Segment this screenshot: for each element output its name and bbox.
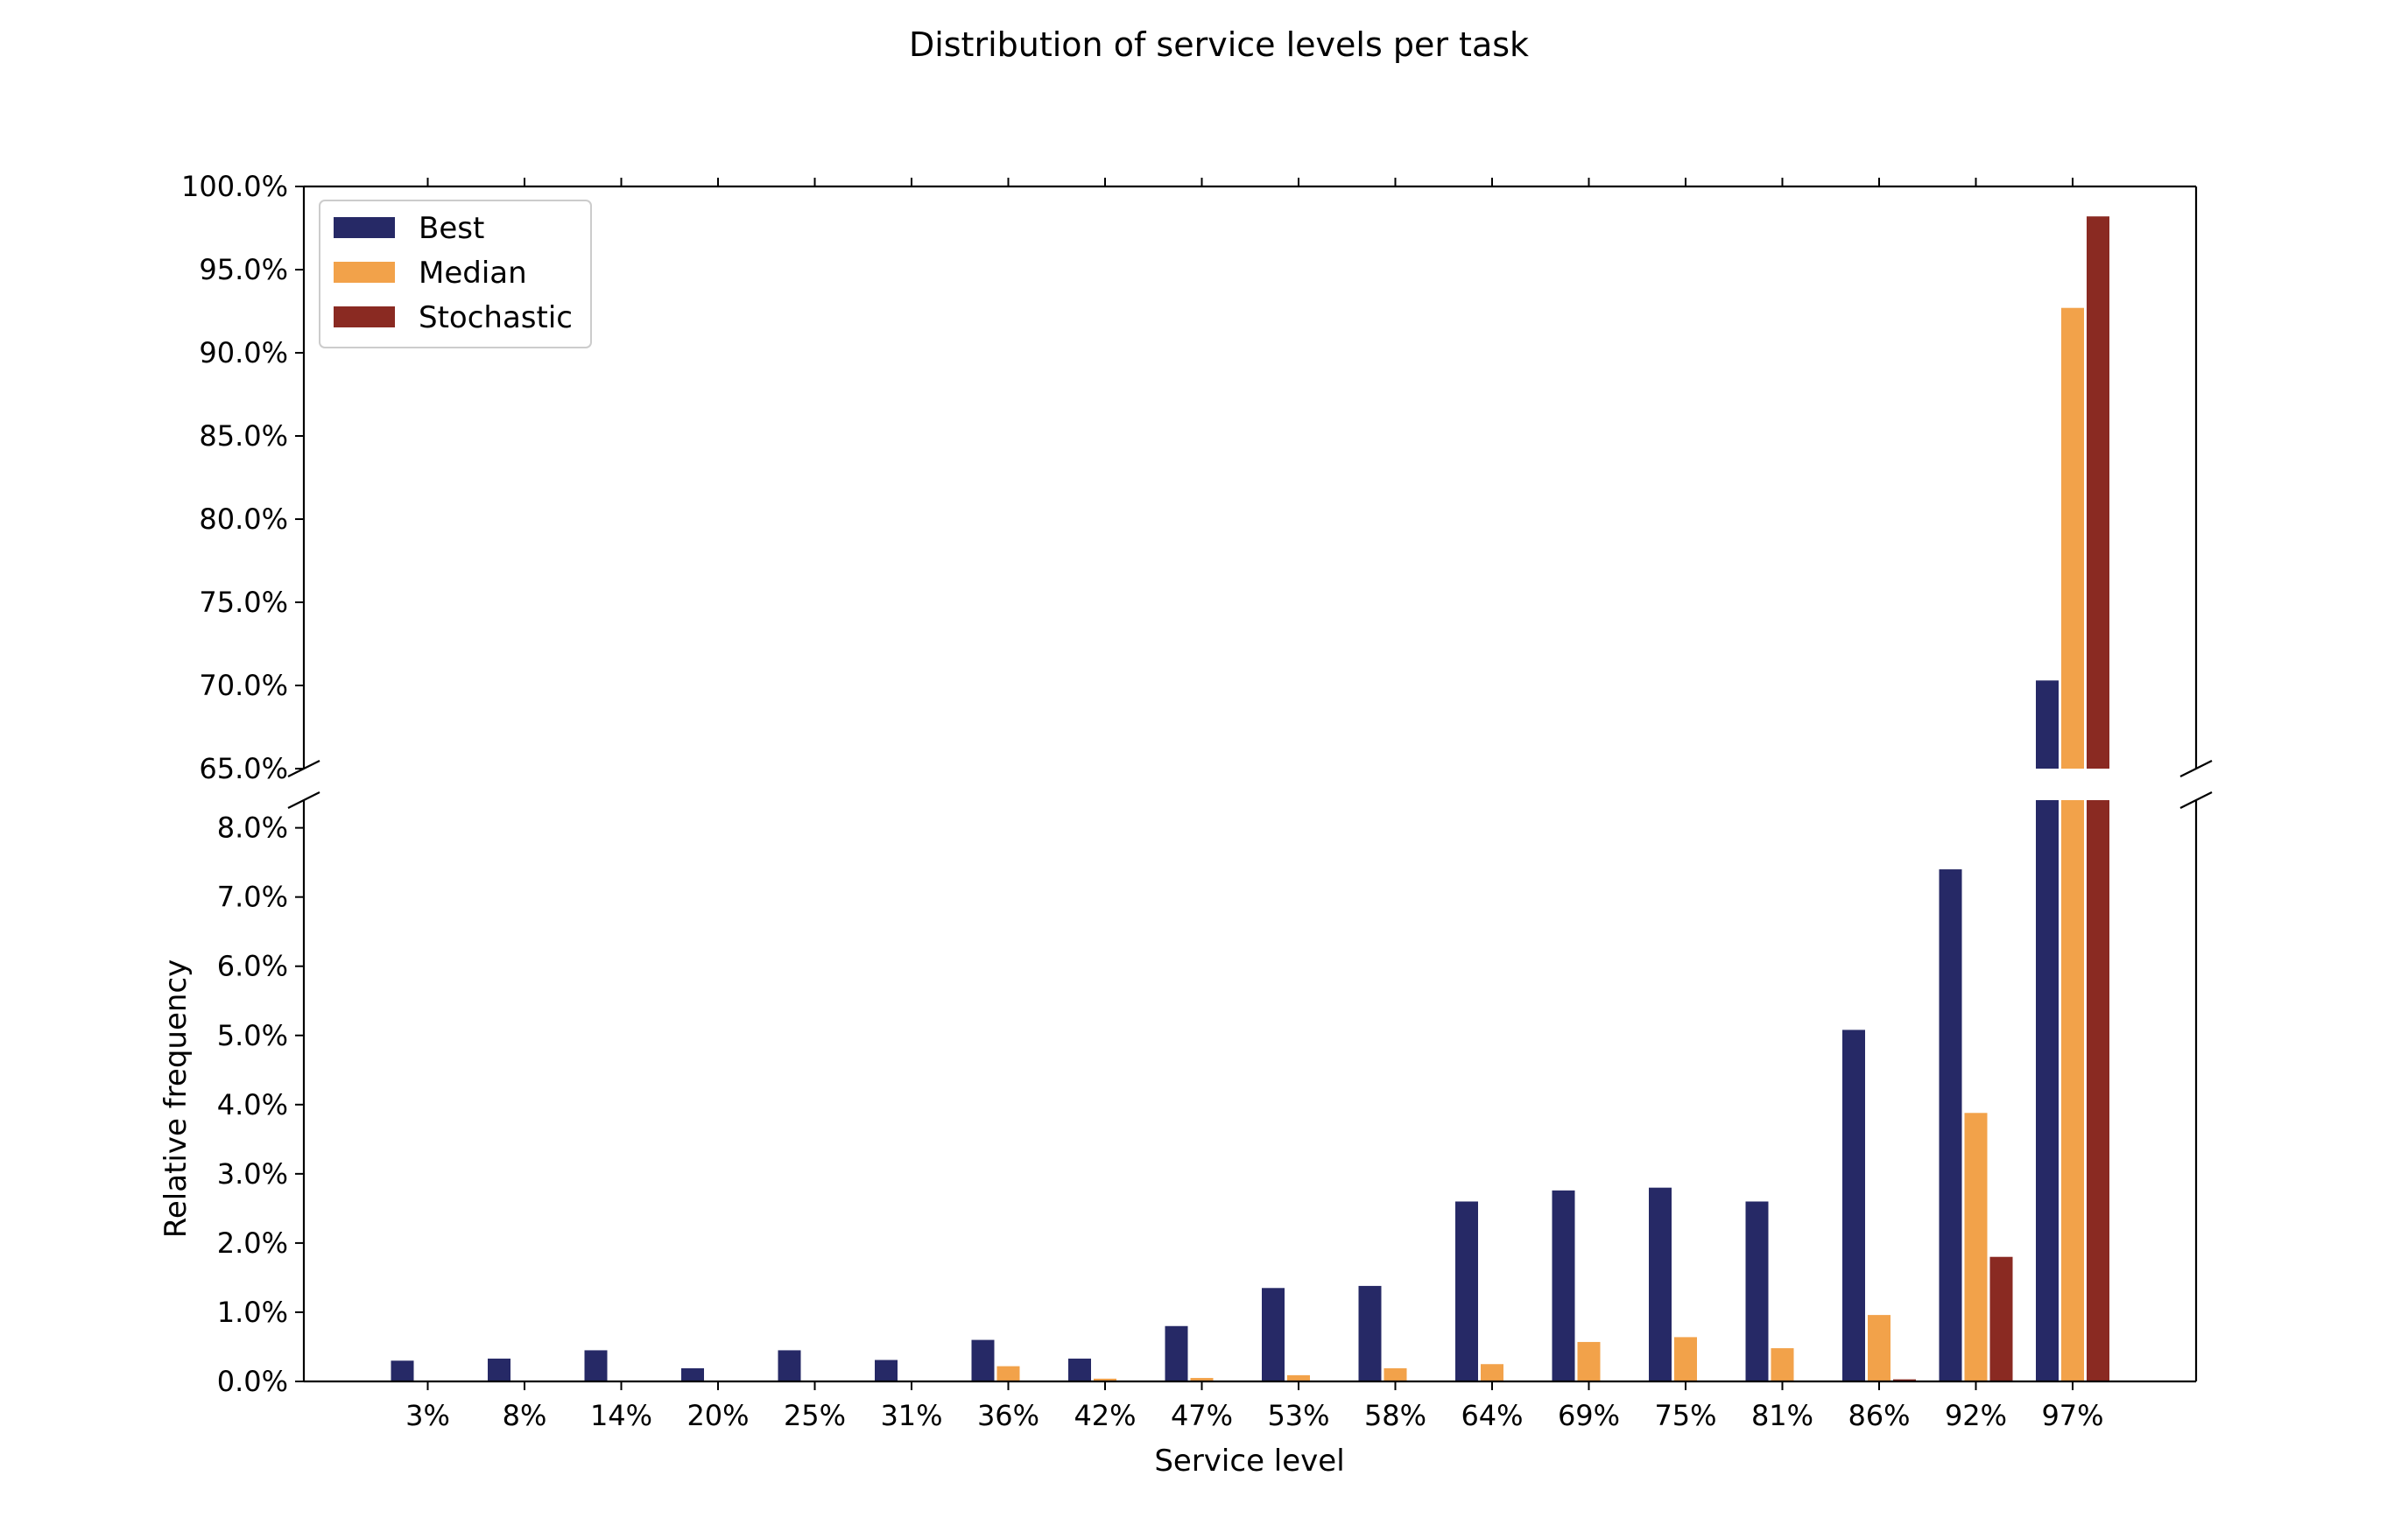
chart-title: Distribution of service levels per task: [909, 25, 1529, 64]
y-tick-label-lower: 0.0%: [217, 1365, 288, 1398]
bar-lower-best-58pct: [1358, 1285, 1382, 1381]
x-tick-label: 42%: [1074, 1399, 1136, 1432]
bar-lower-best-64pct: [1455, 1201, 1478, 1381]
x-tick-label: 20%: [686, 1399, 749, 1432]
y-tick-label-lower: 8.0%: [217, 812, 288, 845]
x-tick-label: 36%: [977, 1399, 1039, 1432]
bar-lower-best-20pct: [681, 1367, 704, 1381]
legend-swatch-stochastic: [334, 306, 395, 327]
axis-break-mark: [2179, 791, 2213, 809]
x-tick-label: 8%: [503, 1399, 547, 1432]
bar-lower-best-47pct: [1165, 1325, 1188, 1381]
x-tick-label: 86%: [1848, 1399, 1910, 1432]
y-tick-label-lower: 1.0%: [217, 1296, 288, 1329]
y-tick-label-lower: 5.0%: [217, 1019, 288, 1052]
bar-lower-median-75pct: [1674, 1337, 1697, 1381]
y-tick-label-lower: 2.0%: [217, 1226, 288, 1260]
y-tick-label-upper: 80.0%: [199, 502, 288, 536]
bar-lower-median-64pct: [1481, 1364, 1503, 1381]
y-axis-title: Relative frequency: [158, 959, 194, 1238]
x-tick-label: 69%: [1558, 1399, 1620, 1432]
x-tick-label: 81%: [1751, 1399, 1813, 1432]
bar-lower-median-69pct: [1577, 1341, 1601, 1381]
bar-lower-best-3pct: [391, 1360, 414, 1381]
x-tick-label: 64%: [1461, 1399, 1523, 1432]
bar-lower-best-36pct: [971, 1339, 995, 1381]
bar-lower-median-97pct: [2061, 800, 2084, 1381]
bar-lower-median-81pct: [1771, 1348, 1794, 1381]
y-tick-label-upper: 75.0%: [199, 586, 288, 619]
legend: Best Median Stochastic: [319, 200, 592, 348]
lower-panel: 0.0% 1.0% 2.0% 3.0% 4.0% 5.0% 6.0% 7.0% 8.0% 3% 8%…: [217, 800, 2198, 1432]
bar-lower-best-8pct: [488, 1358, 510, 1381]
bar-lower-best-42pct: [1068, 1358, 1091, 1381]
y-tick-label-upper: 100.0%: [181, 170, 288, 203]
x-tick-label: 97%: [2041, 1399, 2103, 1432]
bar-lower-best-53pct: [1262, 1288, 1285, 1381]
bar-upper-stochastic-97pct: [2087, 216, 2109, 769]
bar-lower-median-47pct: [1190, 1378, 1214, 1381]
y-tick-label-upper: 85.0%: [199, 419, 288, 453]
upper-panel: 65.0% 70.0% 75.0% 80.0% 85.0% 90.0% 95.0% 100.0…: [181, 170, 2198, 785]
bar-upper-best-97pct: [2036, 680, 2059, 769]
bar-lower-best-92pct: [1939, 869, 1962, 1381]
x-axis-title: Service level: [1154, 1444, 1344, 1479]
y-tick-label-lower: 7.0%: [217, 881, 288, 914]
bar-lower-best-81pct: [1745, 1201, 1769, 1381]
bar-lower-median-92pct: [1964, 1113, 1988, 1381]
y-tick-label-lower: 6.0%: [217, 950, 288, 983]
bar-upper-median-97pct: [2061, 307, 2084, 769]
legend-swatch-median: [334, 262, 395, 283]
bar-lower-median-36pct: [996, 1366, 1020, 1381]
bar-lower-median-53pct: [1287, 1374, 1310, 1381]
y-tick-label-upper: 95.0%: [199, 253, 288, 286]
x-tick-label: 3%: [405, 1399, 450, 1432]
legend-label-stochastic: Stochastic: [419, 300, 573, 335]
legend-label-best: Best: [419, 211, 484, 246]
y-tick-label-lower: 3.0%: [217, 1157, 288, 1191]
axis-break-mark: [287, 791, 320, 809]
x-tick-label: 75%: [1654, 1399, 1716, 1432]
y-tick-label-lower: 4.0%: [217, 1088, 288, 1121]
bar-lower-best-25pct: [778, 1350, 801, 1381]
axis-break-mark: [2179, 760, 2213, 777]
x-tick-label: 14%: [590, 1399, 652, 1432]
bar-lower-best-86pct: [1842, 1030, 1865, 1381]
legend-swatch-best: [334, 217, 395, 238]
bar-lower-best-97pct: [2036, 800, 2059, 1381]
bar-lower-median-58pct: [1384, 1367, 1407, 1381]
bar-lower-best-69pct: [1552, 1190, 1575, 1381]
y-tick-label-upper: 90.0%: [199, 336, 288, 369]
bar-lower-best-31pct: [875, 1360, 898, 1381]
bar-lower-stochastic-97pct: [2087, 800, 2109, 1381]
x-tick-label: 92%: [1945, 1399, 2007, 1432]
bar-lower-stochastic-92pct: [1989, 1256, 2013, 1381]
bar-lower-median-86pct: [1868, 1315, 1890, 1381]
y-tick-label-upper: 65.0%: [199, 752, 288, 785]
x-tick-label: 25%: [784, 1399, 846, 1432]
bar-lower-best-14pct: [584, 1350, 608, 1381]
bar-lower-best-75pct: [1649, 1187, 1672, 1381]
bar-lower-stochastic-86pct: [1893, 1379, 1916, 1381]
axis-break-mark: [287, 760, 320, 777]
bar-lower-median-42pct: [1094, 1378, 1116, 1381]
x-tick-label: 58%: [1364, 1399, 1426, 1432]
legend-label-median: Median: [419, 256, 527, 291]
x-tick-label: 53%: [1267, 1399, 1329, 1432]
x-tick-label: 31%: [880, 1399, 942, 1432]
y-tick-label-upper: 70.0%: [199, 669, 288, 702]
x-tick-label: 47%: [1171, 1399, 1233, 1432]
